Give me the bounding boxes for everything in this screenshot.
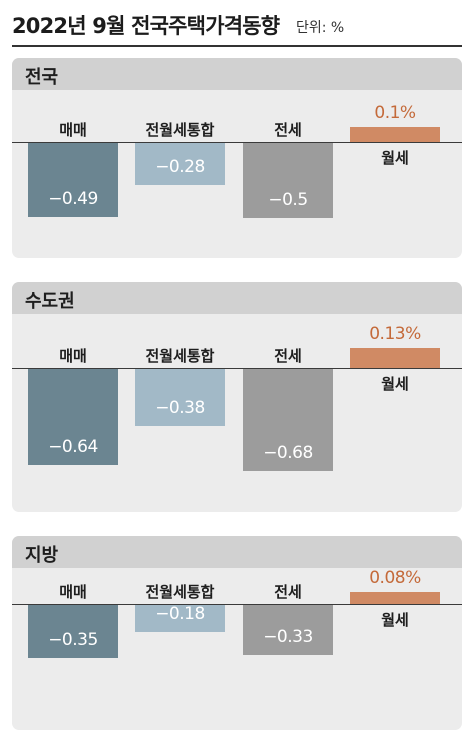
header-divider xyxy=(12,45,462,47)
bar-sale xyxy=(28,369,118,465)
category-label-jeonse: 전세 xyxy=(274,583,302,601)
value-label-monthly-rent: 0.1% xyxy=(374,103,416,123)
panel-title: 수도권 xyxy=(25,291,75,312)
category-label-combined-rent: 전월세통합 xyxy=(145,347,215,365)
value-label-combined-rent: −0.38 xyxy=(155,398,205,418)
category-label-combined-rent: 전월세통합 xyxy=(145,121,215,139)
panel-tab: 지방 xyxy=(12,536,462,568)
bar-combined-rent xyxy=(135,369,225,426)
value-label-sale: −0.49 xyxy=(48,189,98,209)
category-label-sale: 매매 xyxy=(59,121,87,139)
value-label-monthly-rent: 0.13% xyxy=(369,324,421,344)
panel-tab: 수도권 xyxy=(12,282,462,314)
bar-monthly-rent xyxy=(350,127,440,142)
value-label-monthly-rent: 0.08% xyxy=(369,568,421,588)
category-label-monthly-rent: 월세 xyxy=(381,149,409,167)
chart-title: 2022년 9월 전국주택가격동향 xyxy=(12,14,280,38)
value-label-jeonse: −0.5 xyxy=(268,190,308,210)
category-label-monthly-rent: 월세 xyxy=(381,375,409,393)
bar-jeonse xyxy=(243,369,333,471)
panel-tab: 전국 xyxy=(12,58,462,90)
bar-sale xyxy=(28,605,118,658)
bar-monthly-rent xyxy=(350,592,440,604)
bar-combined-rent xyxy=(135,143,225,185)
category-label-combined-rent: 전월세통합 xyxy=(145,583,215,601)
category-label-sale: 매매 xyxy=(59,347,87,365)
chart-header: 2022년 9월 전국주택가격동향 단위: % xyxy=(0,0,474,46)
panel-title: 지방 xyxy=(25,545,59,566)
bar-jeonse xyxy=(243,605,333,655)
bar-monthly-rent xyxy=(350,348,440,368)
zero-baseline xyxy=(12,142,462,143)
category-label-jeonse: 전세 xyxy=(274,121,302,139)
category-label-jeonse: 전세 xyxy=(274,347,302,365)
unit-label: 단위: % xyxy=(296,20,345,36)
category-label-monthly-rent: 월세 xyxy=(381,611,409,629)
bar-sale xyxy=(28,143,118,217)
value-label-sale: −0.35 xyxy=(48,630,98,650)
bar-combined-rent xyxy=(135,605,225,632)
panel-title: 전국 xyxy=(25,67,59,88)
value-label-sale: −0.64 xyxy=(48,437,98,457)
category-label-sale: 매매 xyxy=(59,583,87,601)
zero-baseline xyxy=(12,368,462,369)
value-label-combined-rent: −0.18 xyxy=(155,604,205,624)
zero-baseline xyxy=(12,604,462,605)
value-label-jeonse: −0.68 xyxy=(263,443,313,463)
value-label-jeonse: −0.33 xyxy=(263,627,313,647)
value-label-combined-rent: −0.28 xyxy=(155,157,205,177)
bar-jeonse xyxy=(243,143,333,218)
